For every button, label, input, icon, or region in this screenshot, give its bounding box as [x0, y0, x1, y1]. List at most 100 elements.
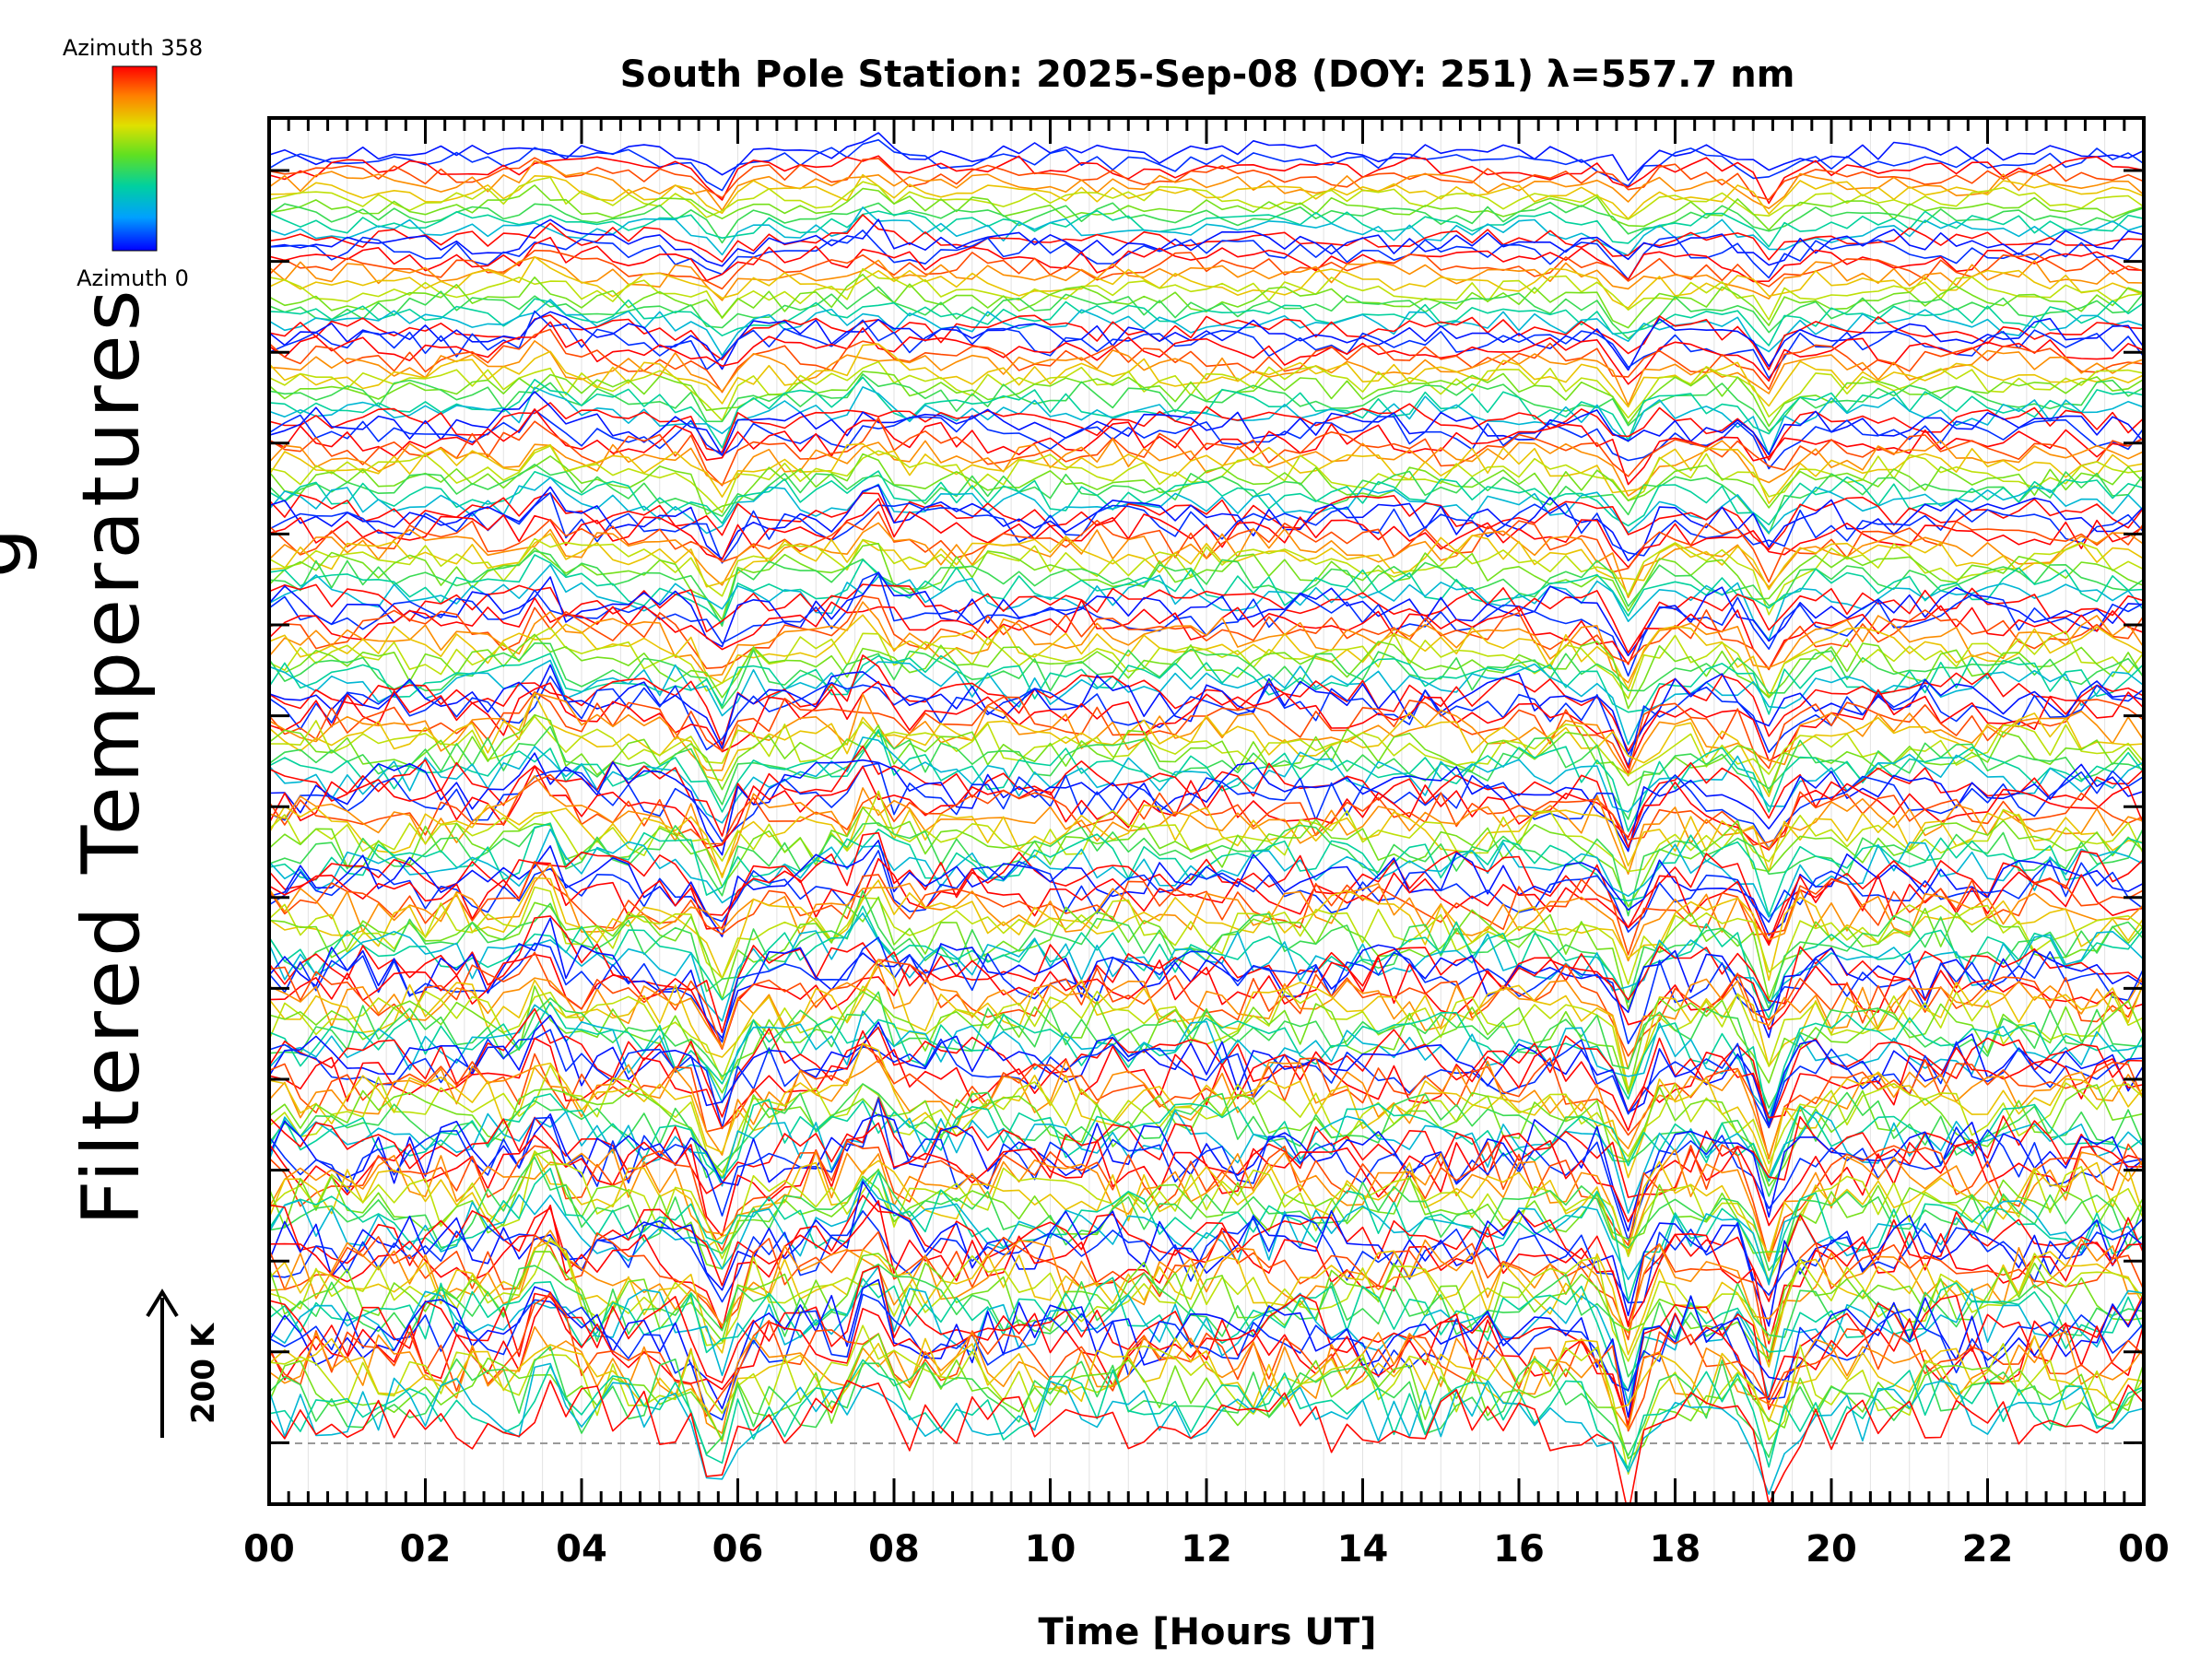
y-axis-label: Filtered Temperatures — [65, 286, 158, 1226]
series-line — [269, 1263, 2144, 1378]
series-line — [269, 159, 2144, 211]
series-line — [269, 477, 2144, 535]
series-line — [269, 1150, 2144, 1282]
x-tick-label: 22 — [1962, 1528, 2014, 1571]
series-line — [269, 1278, 2144, 1418]
series-line — [269, 1096, 2144, 1214]
series-line — [269, 484, 2144, 562]
series-line — [269, 1065, 2144, 1179]
series-line — [269, 775, 2144, 877]
series-line — [269, 409, 2144, 470]
series-line — [269, 1140, 2144, 1261]
series-line — [269, 376, 2144, 449]
series-line — [269, 537, 2144, 616]
series-line — [269, 1230, 2144, 1363]
series-line — [269, 1113, 2144, 1232]
series-line — [269, 762, 2144, 850]
series-line — [269, 917, 2144, 1040]
x-tick-labels: 00 02 04 06 08 10 12 14 16 18 20 22 00 — [243, 1528, 2170, 1571]
x-tick-label: 00 — [243, 1528, 295, 1571]
x-tick-label: 18 — [1650, 1528, 1701, 1571]
series-line — [269, 201, 2144, 244]
series-line — [269, 1083, 2144, 1197]
series-line — [269, 464, 2144, 535]
series-line — [269, 1265, 2144, 1405]
series-line — [269, 542, 2144, 621]
series-line — [269, 850, 2144, 933]
series-line — [269, 1325, 2144, 1434]
series-line — [269, 491, 2144, 564]
series-line — [269, 438, 2144, 497]
series-group — [269, 132, 2144, 1504]
series-line — [269, 1007, 2144, 1129]
series-line — [269, 550, 2144, 627]
series-line — [269, 1277, 2144, 1392]
series-line — [269, 583, 2144, 653]
series-line — [269, 1030, 2144, 1132]
series-line — [269, 915, 2144, 1033]
series-line — [269, 1346, 2144, 1458]
series-line — [269, 311, 2144, 371]
series-line — [269, 1059, 2144, 1159]
series-line — [269, 1004, 2144, 1115]
scale-bar-arrowhead — [146, 1288, 179, 1318]
series-line — [269, 627, 2144, 700]
series-line — [269, 659, 2144, 746]
series-line — [269, 1333, 2144, 1460]
series-line — [269, 1362, 2144, 1495]
series-line — [269, 692, 2144, 777]
series-line — [269, 1122, 2144, 1238]
series-line — [269, 184, 2144, 231]
series-line — [269, 155, 2144, 205]
scale-bar-label: 200 K — [185, 1322, 222, 1424]
series-line — [269, 360, 2144, 421]
series-line — [269, 298, 2144, 347]
series-line — [269, 752, 2144, 856]
series-line — [269, 1093, 2144, 1182]
series-line — [269, 314, 2144, 371]
colorbar: Azimuth 358 Azimuth 0 — [63, 35, 203, 291]
series-line — [269, 1265, 2144, 1426]
series-line — [269, 229, 2144, 280]
series-line — [269, 236, 2144, 283]
series-line — [269, 1335, 2144, 1442]
series-line — [269, 985, 2144, 1095]
series-line — [269, 249, 2144, 290]
colorbar-gradient — [112, 65, 158, 252]
x-tick-label: 02 — [400, 1528, 452, 1571]
series-line — [269, 571, 2144, 657]
series-line — [269, 1084, 2144, 1187]
colorbar-top-label: Azimuth 358 — [63, 35, 203, 61]
series-line — [269, 614, 2144, 699]
axis-ticks — [267, 118, 2146, 1504]
series-line — [269, 1029, 2144, 1129]
series-line — [269, 595, 2144, 671]
series-line — [269, 822, 2144, 917]
x-tick-label: 16 — [1493, 1528, 1545, 1571]
series-line — [269, 1098, 2144, 1241]
series-line — [269, 633, 2144, 710]
series-line — [269, 1042, 2144, 1159]
series-line — [269, 321, 2144, 385]
series-line — [269, 214, 2144, 263]
chart-title: South Pole Station: 2025-Sep-08 (DOY: 25… — [620, 53, 1795, 96]
series-line — [269, 1293, 2144, 1421]
x-tick-label: 06 — [712, 1528, 764, 1571]
series-line — [269, 1291, 2144, 1426]
series-line — [269, 1251, 2144, 1360]
series-line — [269, 1014, 2144, 1126]
series-line — [269, 255, 2144, 309]
series-line — [269, 176, 2144, 220]
series-line — [269, 1237, 2144, 1362]
series-line — [269, 157, 2144, 201]
x-tick-label: 04 — [556, 1528, 607, 1571]
series-line — [269, 1240, 2144, 1368]
series-line — [269, 299, 2144, 357]
series-line — [269, 1150, 2144, 1256]
series-line — [269, 860, 2144, 956]
x-tick-label: 12 — [1181, 1528, 1232, 1571]
series-line — [269, 1230, 2144, 1334]
series-line — [269, 522, 2144, 599]
series-line — [269, 533, 2144, 591]
